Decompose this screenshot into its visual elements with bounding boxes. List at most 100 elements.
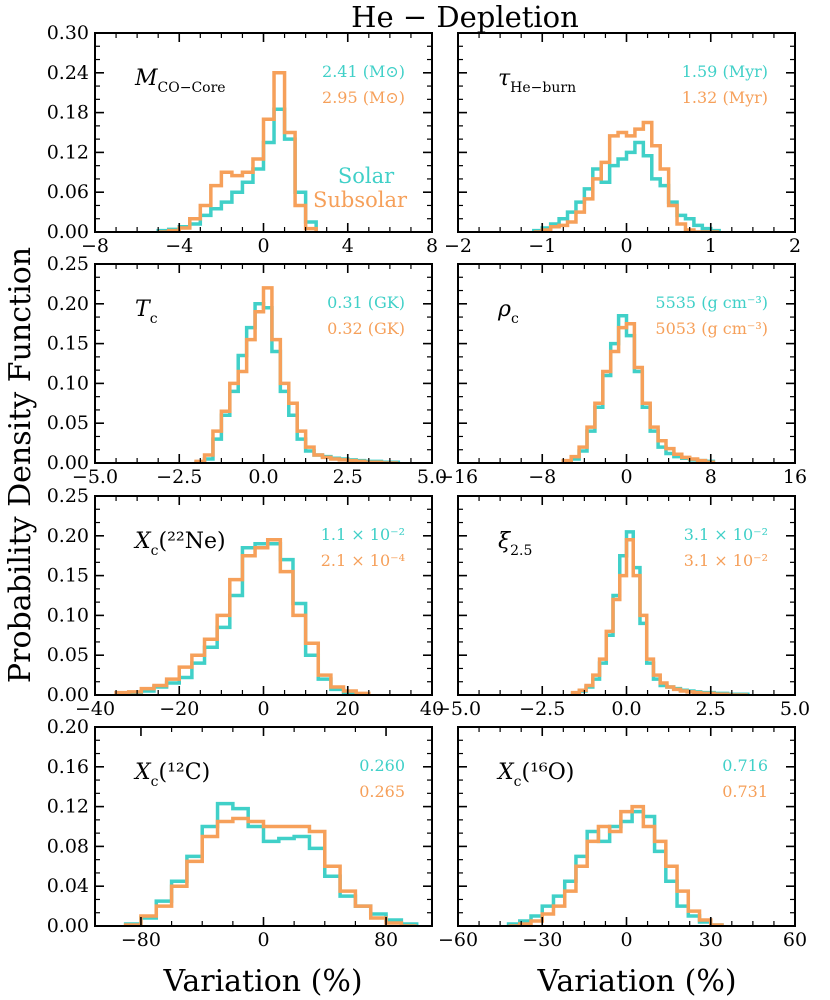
hist-subsolar-7 bbox=[508, 804, 724, 926]
panel-label-symbol: X bbox=[133, 760, 152, 785]
y-tick-label: 0.25 bbox=[47, 485, 89, 507]
panel-label-subscript: c bbox=[150, 311, 158, 327]
y-tick-label: 0.00 bbox=[47, 684, 89, 706]
panel-7: −60 −30 0 30 60 Xc(¹⁶O) 0.716 0.731 bbox=[438, 726, 807, 951]
x-tick-label: 2 bbox=[789, 235, 801, 257]
solar-value: 0.260 bbox=[359, 756, 405, 775]
x-tick-label: −40 bbox=[75, 698, 115, 720]
hist-subsolar-2 bbox=[194, 286, 399, 463]
panel-plot-area bbox=[570, 530, 750, 695]
y-tick-label: 0.18 bbox=[47, 102, 89, 124]
x-tick-label: 5.0 bbox=[417, 466, 447, 488]
x-tick-label: −5.0 bbox=[435, 698, 481, 720]
panel-3: −16 −8 0 8 16 ρc 5535 (g cm⁻³) 5053 (g cm⁻³) bbox=[438, 263, 807, 488]
x-tick-label: 0.0 bbox=[611, 698, 641, 720]
panel-label-subscript: 2.5 bbox=[510, 543, 532, 559]
panel-5: −5.0 −2.5 0.0 2.5 5.0ξ2.53.1 × 10⁻²3.1 × 10⁻… bbox=[435, 495, 810, 720]
y-tick-label: 0.00 bbox=[47, 452, 89, 474]
y-tick-label: 0.30 bbox=[47, 22, 89, 44]
subsolar-value: 2.1 × 10⁻⁴ bbox=[321, 551, 405, 570]
y-tick-label: 0.12 bbox=[47, 796, 89, 818]
x-tick-label: −80 bbox=[121, 929, 161, 951]
y-axis-title: Probability Density Function bbox=[3, 247, 38, 683]
panel-label: MCO−Core bbox=[134, 66, 226, 96]
y-tick-label: 0.15 bbox=[47, 333, 89, 355]
panel-label-tail: (²²Ne) bbox=[159, 529, 226, 554]
y-tick-label: 0.05 bbox=[47, 644, 89, 666]
y-tick-label: 0.25 bbox=[47, 253, 89, 275]
panel-plot-area bbox=[123, 801, 419, 926]
solar-value: 0.716 bbox=[722, 756, 768, 775]
panel-label: Xc(¹²C) bbox=[133, 760, 210, 790]
panel-label-tail: (¹⁶O) bbox=[522, 760, 575, 785]
x-tick-label: −30 bbox=[522, 929, 562, 951]
x-tick-label: −8 bbox=[81, 235, 109, 257]
panel-1: −2 −1 0 1 2 τHe−burn 1.59 (Myr) 1.32 (Myr) bbox=[444, 32, 801, 257]
panel-2: −5.0 −2.5 0.0 2.5 5.0 0.00 0.05 0.10 0.15 0.20 0.2… bbox=[47, 253, 447, 488]
y-tick-label: 0.16 bbox=[47, 756, 89, 778]
x-tick-label: 80 bbox=[374, 929, 398, 951]
x-tick-label: 2.5 bbox=[333, 466, 363, 488]
hist-subsolar-0 bbox=[158, 71, 318, 232]
y-tick-label: 0.10 bbox=[47, 604, 89, 626]
panel-label-tail: (¹²C) bbox=[159, 760, 211, 785]
panel-label-symbol: X bbox=[496, 760, 515, 785]
x-tick-label: 0 bbox=[257, 698, 269, 720]
panel-label-symbol: ρ bbox=[497, 297, 511, 322]
x-tick-label: 30 bbox=[699, 929, 723, 951]
subsolar-value: 0.265 bbox=[359, 782, 405, 801]
hist-solar-1 bbox=[532, 140, 721, 232]
panel-0: −8 −4 0 4 8 0.00 0.06 0.12 0.18 0.24 0.30 MCO−Core 2… bbox=[47, 22, 438, 257]
y-tick-label: 0.20 bbox=[47, 525, 89, 547]
y-tick-label: 0.04 bbox=[47, 875, 89, 897]
legend-solar: Solar bbox=[338, 164, 395, 188]
panel-label-subscript: c bbox=[514, 774, 522, 790]
panel-6: −80 0 80 0.00 0.04 0.08 0.12 0.16 0.20 Xc(¹²C) 0.2… bbox=[47, 716, 433, 951]
panel-label: Tc bbox=[135, 297, 158, 327]
panel-label-subscript: CO−Core bbox=[158, 80, 226, 96]
panel-label: Xc(¹⁶O) bbox=[496, 760, 574, 790]
x-tick-label: 40 bbox=[420, 698, 444, 720]
x-tick-label: 60 bbox=[783, 929, 807, 951]
y-tick-label: 0.10 bbox=[47, 372, 89, 394]
x-tick-label: −4 bbox=[165, 235, 193, 257]
hist-subsolar-1 bbox=[533, 120, 720, 232]
y-tick-label: 0.20 bbox=[47, 716, 89, 738]
hist-subsolar-4 bbox=[114, 538, 371, 695]
x-tick-label: −5.0 bbox=[72, 466, 118, 488]
x-tick-label: −60 bbox=[438, 929, 478, 951]
x-tick-label: 0 bbox=[620, 235, 632, 257]
solar-value: 3.1 × 10⁻² bbox=[684, 525, 768, 544]
panel-plot-area bbox=[156, 71, 318, 232]
panel-plot-area bbox=[532, 120, 721, 232]
subsolar-value: 0.32 (GK) bbox=[327, 319, 405, 338]
y-tick-label: 0.20 bbox=[47, 293, 89, 315]
x-tick-label: 1 bbox=[705, 235, 717, 257]
solar-value: 5535 (g cm⁻³) bbox=[655, 293, 768, 312]
x-tick-label: −16 bbox=[438, 466, 478, 488]
subsolar-value: 1.32 (Myr) bbox=[682, 88, 768, 107]
x-tick-label: 5.0 bbox=[780, 698, 810, 720]
y-tick-label: 0.06 bbox=[47, 181, 89, 203]
x-tick-label: 2.5 bbox=[696, 698, 726, 720]
panel-plot-area bbox=[114, 538, 371, 695]
panel-label-symbol: ξ bbox=[498, 529, 512, 554]
x-axis-title-left: Variation (%) bbox=[162, 964, 362, 999]
panels-group: −8 −4 0 4 80.000.060.120.180.240.30MCO−Core2… bbox=[47, 22, 810, 951]
x-tick-label: −2 bbox=[444, 235, 472, 257]
x-tick-label: −2.5 bbox=[156, 466, 202, 488]
x-axis-title-right: Variation (%) bbox=[536, 964, 736, 999]
legend-subsolar: Subsolar bbox=[313, 188, 408, 212]
hist-solar-0 bbox=[156, 107, 318, 232]
y-tick-label: 0.05 bbox=[47, 412, 89, 434]
subsolar-value: 3.1 × 10⁻² bbox=[684, 551, 768, 570]
solar-value: 0.31 (GK) bbox=[327, 293, 405, 312]
y-tick-label: 0.15 bbox=[47, 565, 89, 587]
panel-label: ξ2.5 bbox=[498, 529, 532, 559]
panel-4: −40 −20 0 20 40 0.00 0.05 0.10 0.15 0.20 0.25 Xc(²²… bbox=[47, 485, 444, 720]
x-tick-label: 0 bbox=[257, 235, 269, 257]
panel-label-subscript: c bbox=[511, 311, 519, 327]
subsolar-value: 0.731 bbox=[722, 782, 768, 801]
subsolar-value: 5053 (g cm⁻³) bbox=[655, 319, 768, 338]
